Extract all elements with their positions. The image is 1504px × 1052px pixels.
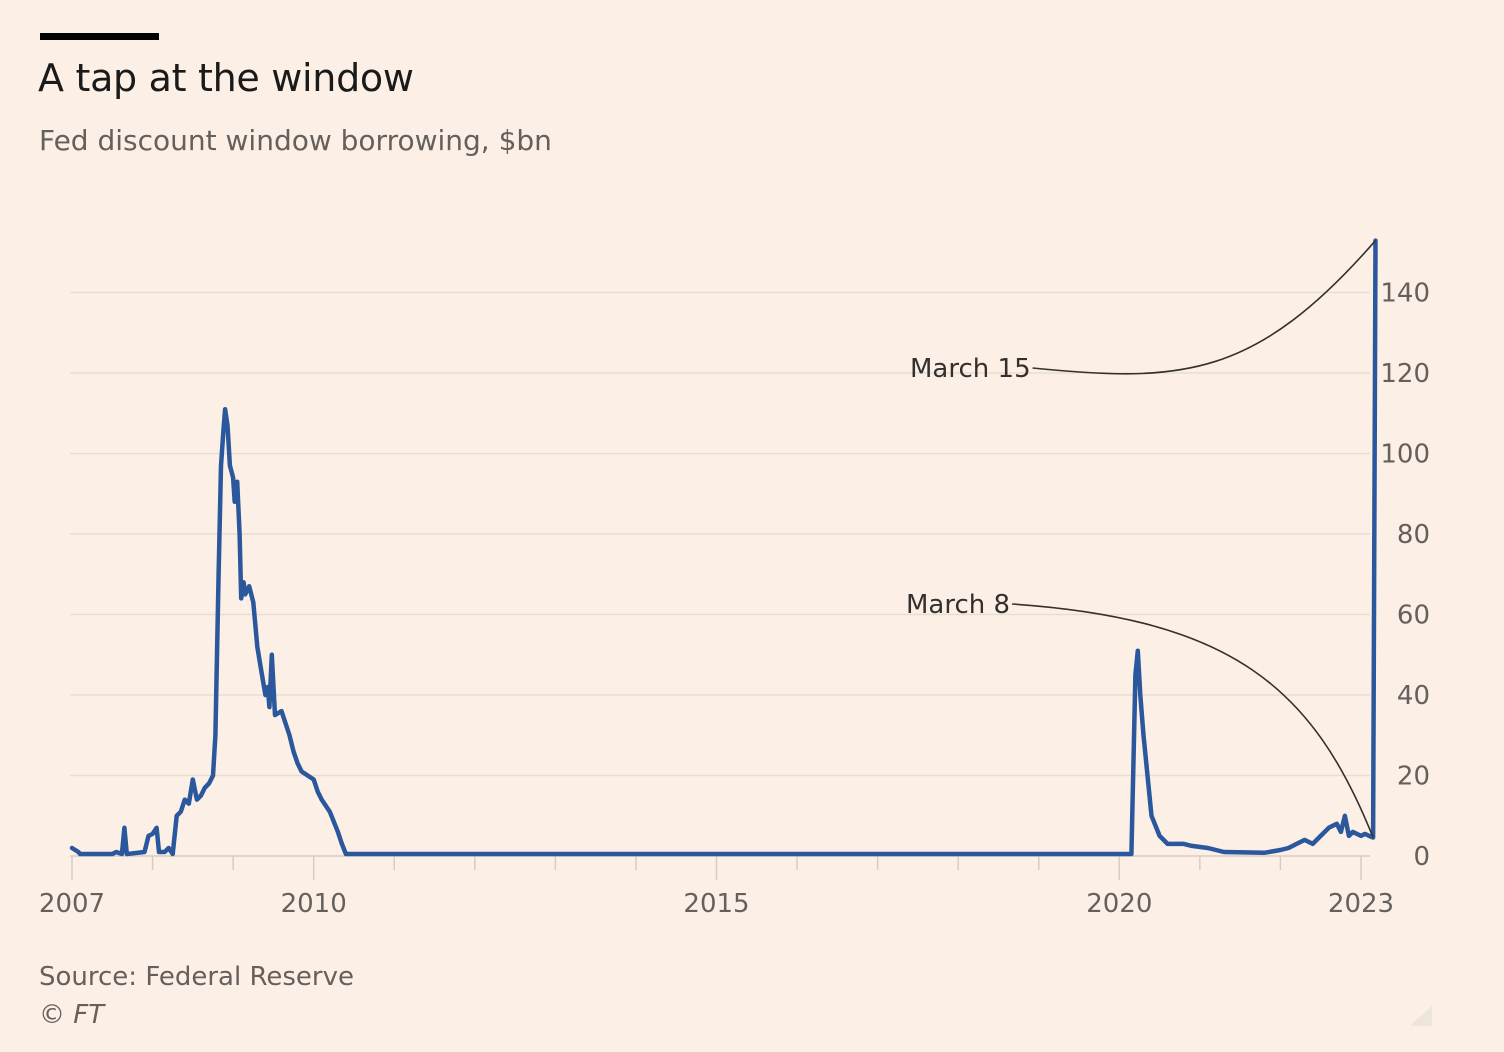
x-tick-label: 2020 [1086, 889, 1152, 919]
annotation-leader [1032, 240, 1377, 375]
chart-subtitle: Fed discount window borrowing, $bn [39, 124, 552, 157]
x-tick-label: 2010 [281, 889, 347, 919]
y-tick-label: 120 [1380, 359, 1430, 389]
y-tick-label: 100 [1380, 440, 1430, 470]
annotation-leader [1012, 603, 1374, 838]
y-tick-label: 40 [1397, 681, 1430, 711]
y-tick-label: 140 [1380, 279, 1430, 309]
x-tick-label: 2023 [1328, 889, 1394, 919]
source-note: Source: Federal Reserve [39, 962, 354, 992]
y-tick-label: 60 [1397, 601, 1430, 631]
y-axis: 0 20 40 60 80 100 120 140 [1380, 279, 1430, 873]
y-tick-label: 20 [1397, 762, 1430, 792]
annotation-label: March 15 [910, 354, 1031, 384]
x-tick-label: 2007 [39, 889, 105, 919]
y-tick-label: 0 [1413, 842, 1430, 872]
x-tick-label: 2015 [683, 889, 749, 919]
x-axis: 2007 2010 2015 2020 2023 [39, 856, 1394, 919]
chart-title: A tap at the window [38, 56, 414, 100]
resize-corner-icon [1410, 1006, 1432, 1026]
gridlines [70, 291, 1370, 857]
annotation-layer: March 15 March 8 [906, 240, 1377, 838]
y-tick-label: 80 [1397, 520, 1430, 550]
credit-note: © FT [39, 1000, 105, 1030]
series-layer [69, 238, 1378, 857]
header-rule [40, 33, 159, 40]
annotation-label: March 8 [906, 590, 1010, 620]
series-line [69, 238, 1378, 857]
